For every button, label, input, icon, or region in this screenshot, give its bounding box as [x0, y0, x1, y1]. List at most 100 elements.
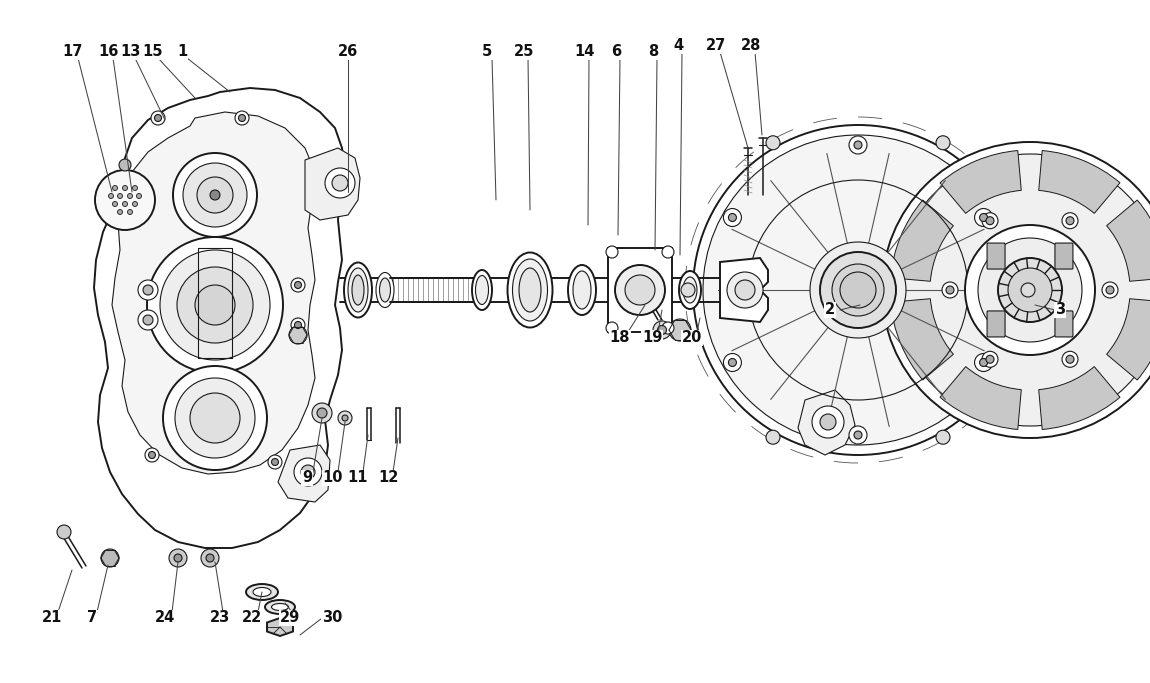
Text: 4: 4 [673, 38, 683, 53]
Circle shape [169, 549, 187, 567]
Ellipse shape [683, 277, 697, 303]
Circle shape [132, 186, 138, 191]
Circle shape [1106, 286, 1114, 294]
Text: 26: 26 [338, 44, 358, 59]
Circle shape [1102, 282, 1118, 298]
Circle shape [606, 246, 618, 258]
Circle shape [946, 286, 954, 294]
Ellipse shape [380, 278, 391, 302]
Ellipse shape [344, 262, 371, 318]
Circle shape [317, 408, 327, 418]
Circle shape [681, 283, 695, 297]
Text: 30: 30 [322, 611, 343, 626]
Circle shape [658, 326, 667, 335]
Circle shape [986, 355, 994, 363]
Circle shape [849, 136, 867, 154]
Circle shape [723, 354, 742, 372]
Circle shape [840, 272, 876, 308]
Circle shape [624, 275, 656, 305]
Circle shape [965, 225, 1095, 355]
Circle shape [190, 393, 240, 443]
Circle shape [882, 142, 1150, 438]
Circle shape [325, 168, 355, 198]
Circle shape [183, 163, 247, 227]
Polygon shape [608, 248, 672, 332]
Wedge shape [890, 298, 953, 380]
Text: 9: 9 [302, 471, 312, 486]
Text: 5: 5 [482, 44, 492, 59]
Circle shape [271, 458, 278, 466]
Circle shape [978, 238, 1082, 342]
Circle shape [294, 322, 301, 329]
Circle shape [201, 549, 218, 567]
Circle shape [342, 415, 348, 421]
Circle shape [138, 280, 158, 300]
FancyBboxPatch shape [1055, 311, 1073, 337]
Text: 17: 17 [62, 44, 82, 59]
Circle shape [177, 267, 253, 343]
Ellipse shape [253, 587, 271, 596]
Polygon shape [112, 112, 315, 474]
Circle shape [662, 322, 674, 334]
Circle shape [982, 212, 998, 229]
Circle shape [727, 272, 762, 308]
Wedge shape [940, 150, 1021, 213]
Circle shape [728, 359, 736, 367]
Text: 1: 1 [177, 44, 187, 59]
Circle shape [148, 451, 155, 458]
Circle shape [147, 237, 283, 373]
Circle shape [238, 115, 245, 122]
Circle shape [1066, 355, 1074, 363]
Circle shape [143, 315, 153, 325]
Ellipse shape [568, 265, 596, 315]
Text: 20: 20 [682, 331, 703, 346]
Circle shape [653, 321, 670, 339]
Circle shape [289, 326, 307, 344]
Circle shape [812, 406, 844, 438]
Ellipse shape [475, 275, 489, 305]
Circle shape [291, 278, 305, 292]
Circle shape [894, 154, 1150, 426]
Circle shape [615, 265, 665, 315]
Circle shape [820, 252, 896, 328]
Circle shape [175, 378, 255, 458]
Text: 3: 3 [1055, 303, 1065, 318]
Circle shape [117, 210, 123, 214]
Circle shape [132, 201, 138, 206]
Circle shape [128, 193, 132, 199]
Circle shape [118, 159, 131, 171]
Circle shape [1061, 351, 1078, 367]
Text: 16: 16 [98, 44, 118, 59]
Ellipse shape [264, 600, 296, 614]
Circle shape [728, 214, 736, 221]
Circle shape [117, 193, 123, 199]
Circle shape [735, 280, 756, 300]
Ellipse shape [472, 270, 492, 310]
Circle shape [235, 111, 250, 125]
Circle shape [723, 208, 742, 227]
Ellipse shape [352, 275, 365, 305]
Circle shape [662, 246, 674, 258]
Wedge shape [1106, 200, 1150, 281]
Circle shape [854, 141, 862, 149]
Circle shape [137, 193, 141, 199]
Circle shape [606, 322, 618, 334]
FancyBboxPatch shape [987, 243, 1005, 269]
Wedge shape [1106, 298, 1150, 380]
Polygon shape [94, 88, 345, 548]
Circle shape [206, 554, 214, 562]
Circle shape [138, 310, 158, 330]
Polygon shape [267, 618, 293, 636]
Circle shape [1009, 268, 1052, 312]
Circle shape [703, 135, 1013, 445]
Circle shape [294, 458, 322, 486]
Circle shape [766, 136, 780, 150]
Circle shape [986, 217, 994, 225]
Wedge shape [890, 200, 953, 281]
Text: 15: 15 [143, 44, 163, 59]
Text: 2: 2 [825, 303, 835, 318]
Circle shape [942, 282, 958, 298]
Circle shape [128, 210, 132, 214]
Text: 7: 7 [87, 611, 97, 626]
Text: 28: 28 [741, 38, 761, 53]
